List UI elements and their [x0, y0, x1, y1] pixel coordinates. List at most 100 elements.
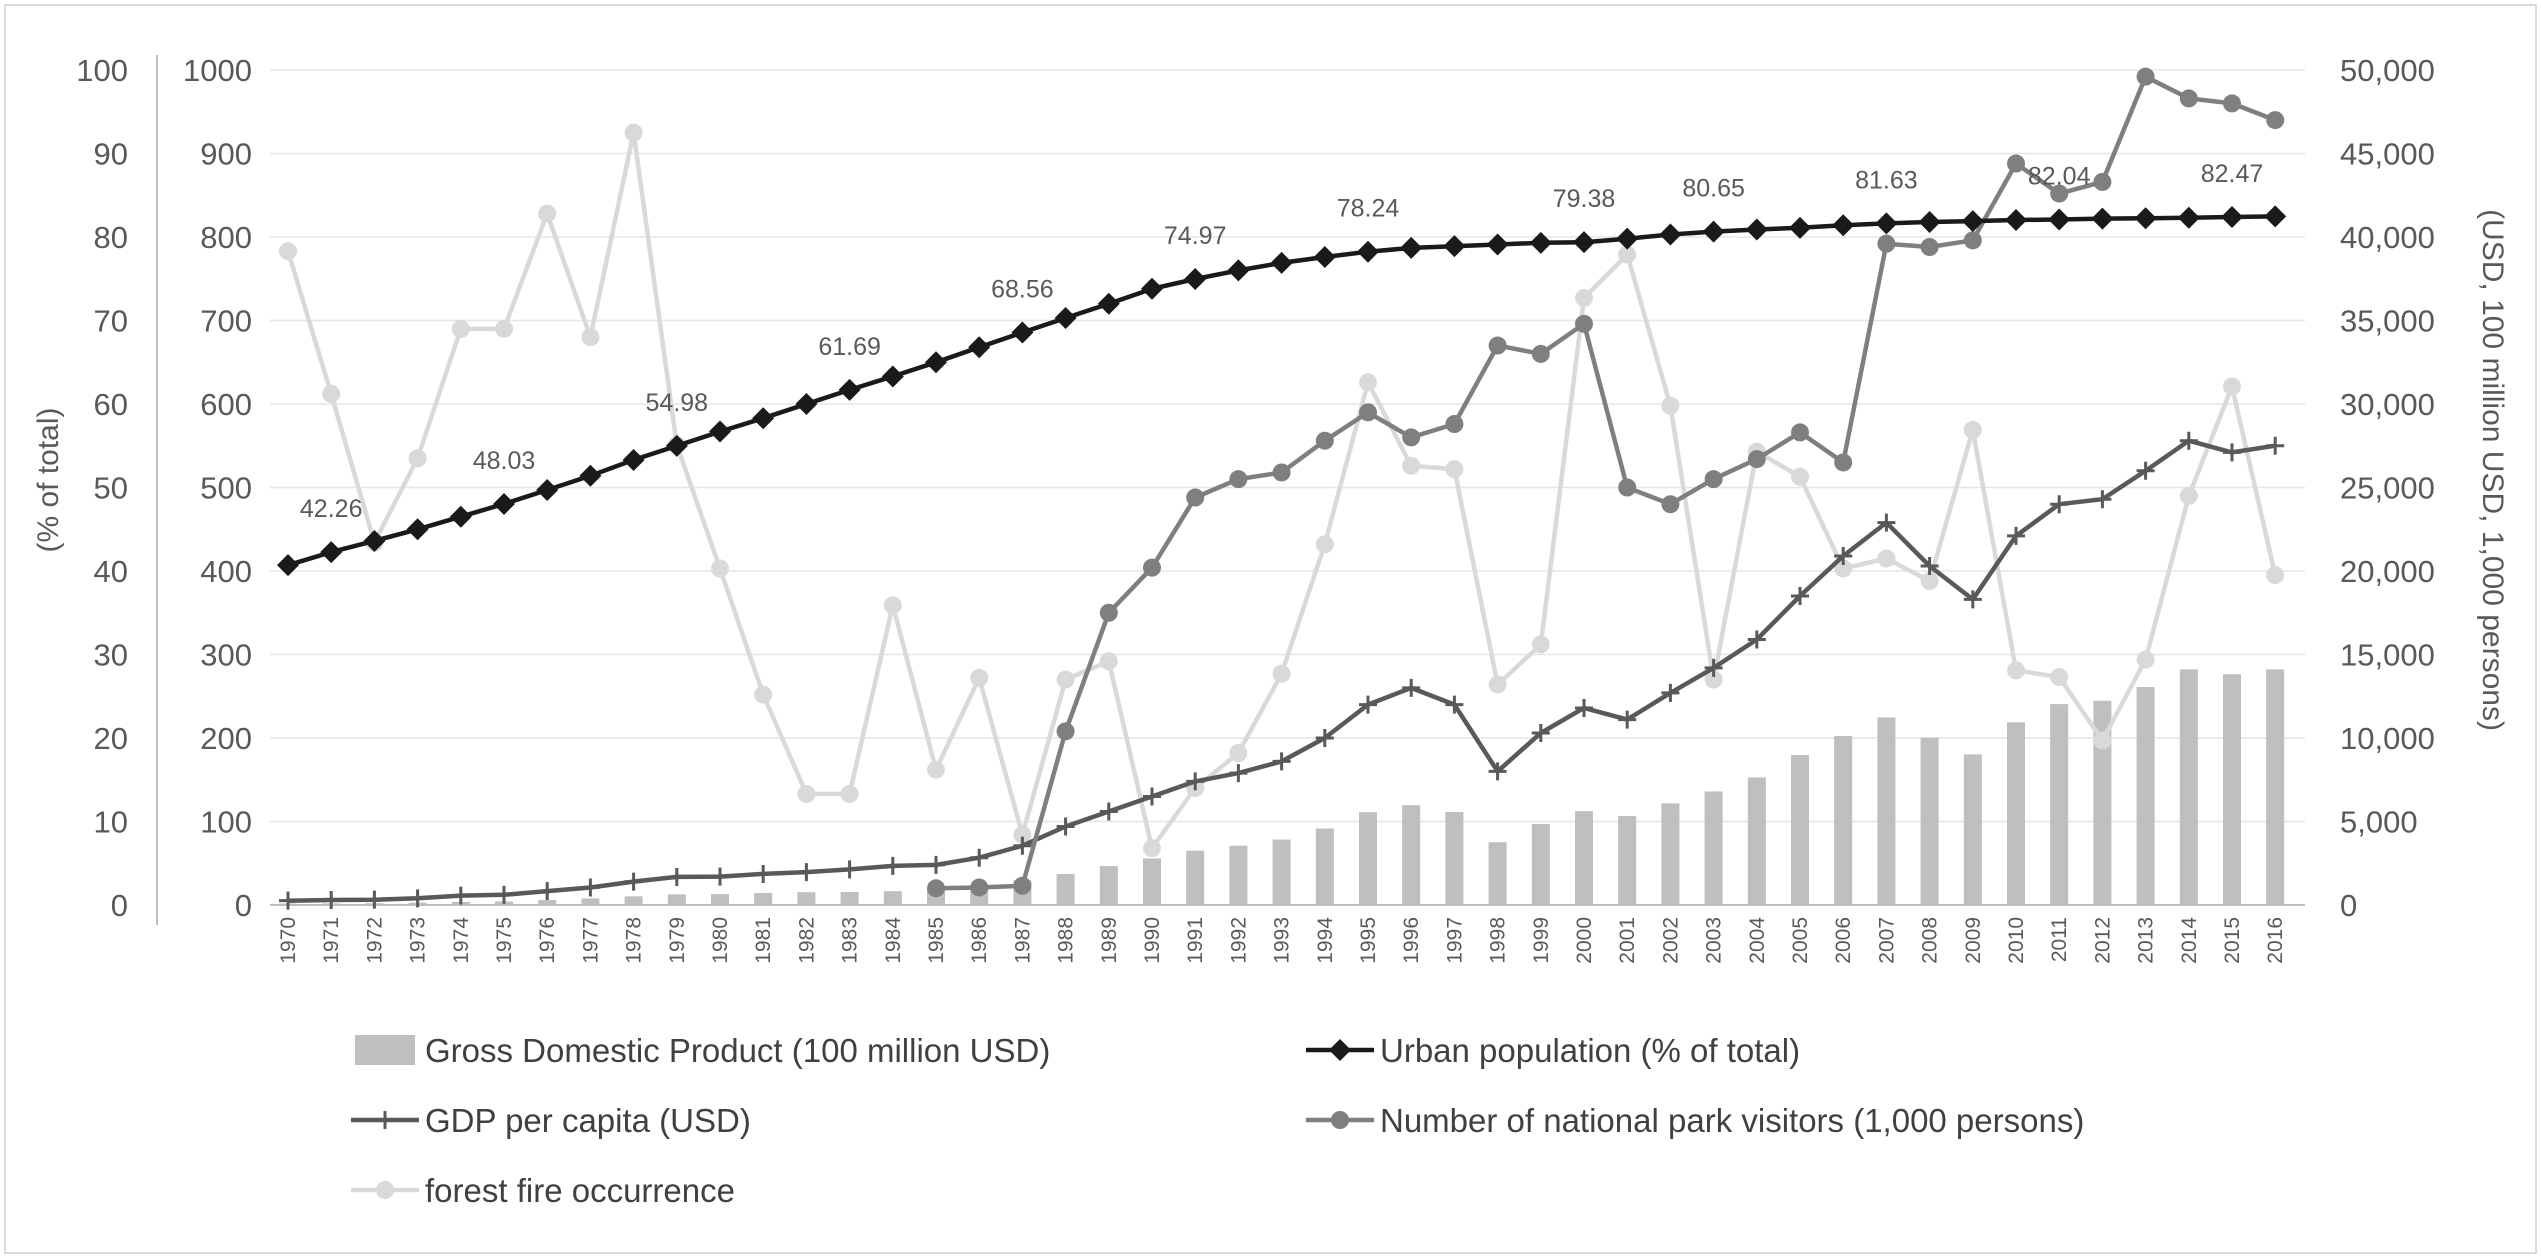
series-point [624, 123, 643, 142]
series-point [1791, 467, 1809, 486]
series-point [495, 319, 513, 338]
x-tick-label: 1973 [407, 917, 430, 964]
series-point [279, 891, 297, 910]
axis-tick-label: 90 [94, 137, 128, 172]
legend-label: Urban population (% of total) [1380, 1032, 1800, 1069]
right-axis-title: (USD, 100 million USD, 1,000 persons) [2476, 209, 2509, 731]
gdp-bar [2007, 722, 2025, 905]
series-point [838, 378, 861, 401]
series-point [1097, 292, 1120, 315]
gdp-bar [1791, 755, 1809, 905]
x-tick-label: 2003 [1703, 917, 1726, 964]
series-point [1875, 212, 1898, 235]
series-point [536, 479, 559, 502]
legend-label: forest fire occurrence [425, 1172, 735, 1209]
series-point [277, 554, 299, 577]
axis-tick-label: 15,000 [2340, 638, 2435, 673]
line-series [277, 67, 2287, 910]
axis-tick-label: 25,000 [2340, 471, 2435, 506]
axis-tick-label: 800 [200, 220, 252, 255]
series-point [1877, 513, 1896, 532]
legend-label: Gross Domestic Product (100 million USD) [425, 1032, 1050, 1069]
series-point [1229, 764, 1248, 783]
series-point [2050, 184, 2069, 203]
left-axis-title: (% of total) [32, 407, 65, 552]
gdp-bar [1186, 850, 1205, 905]
axis-tick-label: 200 [200, 721, 252, 756]
series-point [2093, 490, 2112, 509]
data-label: 82.04 [2028, 162, 2091, 190]
axis-tick-label: 0 [2340, 888, 2357, 923]
series-point [1702, 220, 1725, 243]
series-point [2050, 668, 2069, 687]
axis-tick-label: 700 [200, 304, 252, 339]
x-tick-label: 1990 [1141, 917, 1164, 964]
series-point [2136, 461, 2155, 480]
x-tick-label: 1992 [1227, 917, 1250, 964]
series-point [1011, 321, 1034, 344]
series-point [1963, 590, 1982, 609]
gdp-bar [797, 892, 816, 905]
series-point [665, 434, 688, 457]
x-tick-label: 1993 [1271, 917, 1294, 964]
series-point [2223, 443, 2241, 462]
series-point [1054, 306, 1077, 329]
series-point [451, 886, 470, 905]
series-gdp-per-capita-usd [279, 431, 2285, 910]
series-point [365, 890, 384, 909]
legend-item: forest fire occurrence [351, 1172, 735, 1209]
series-point [1832, 214, 1855, 237]
series-point [1143, 839, 1161, 858]
outer-left-axis: 0 10 20 30 40 50 60 70 80 90 100 [76, 53, 128, 923]
data-label: 42.26 [300, 495, 363, 523]
series-point [1143, 558, 1161, 577]
x-tick-label: 1980 [709, 917, 732, 964]
series-point [2050, 495, 2069, 514]
axis-tick-label: 400 [200, 554, 252, 589]
x-tick-label: 2014 [2178, 917, 2201, 964]
series-point [1747, 630, 1766, 649]
series-point [1661, 683, 1680, 702]
x-tick-label: 2016 [2264, 917, 2287, 964]
series-point [754, 864, 773, 883]
series-point [2264, 205, 2287, 228]
series-point [493, 492, 515, 515]
legend-label: GDP per capita (USD) [425, 1102, 751, 1139]
legend-item: Urban population (% of total) [1306, 1032, 1800, 1069]
series-point [1357, 240, 1379, 263]
series-number-of-national-park-visitors-1-000-persons [927, 67, 2285, 898]
axis-tick-label: 100 [76, 53, 128, 88]
series-point [1575, 314, 1593, 333]
series-point [2177, 206, 2200, 229]
x-tick-label: 2008 [1919, 917, 1942, 964]
series-point [2266, 436, 2285, 455]
gdp-bar [1143, 858, 1161, 905]
series-point [579, 464, 602, 487]
series-point [449, 505, 472, 528]
series-point [1402, 678, 1421, 697]
series-point [1618, 245, 1637, 264]
legend-swatch [355, 1035, 415, 1065]
series-point [1056, 817, 1075, 836]
gdp-bar [1445, 811, 1464, 905]
axis-tick-label: 45,000 [2340, 137, 2435, 172]
series-point [1963, 420, 1982, 439]
series-point [883, 596, 902, 615]
gdp-bar [1272, 839, 1291, 905]
axis-tick-label: 30 [94, 638, 128, 673]
data-label: 48.03 [473, 447, 536, 475]
legend-label: Number of national park visitors (1,000 … [1380, 1102, 2084, 1139]
x-tick-label: 2010 [2005, 917, 2028, 964]
x-tick-label: 2011 [2048, 917, 2071, 962]
series-point [970, 848, 989, 867]
series-point [1184, 268, 1207, 291]
series-point [406, 518, 429, 541]
series-point [279, 242, 297, 261]
series-point [927, 855, 945, 874]
x-tick-label: 1977 [579, 917, 602, 964]
series-point [1099, 652, 1118, 671]
series-point [1359, 373, 1377, 392]
gdp-bar [1056, 873, 1075, 905]
series-point [1445, 460, 1464, 479]
series-point [711, 867, 729, 886]
